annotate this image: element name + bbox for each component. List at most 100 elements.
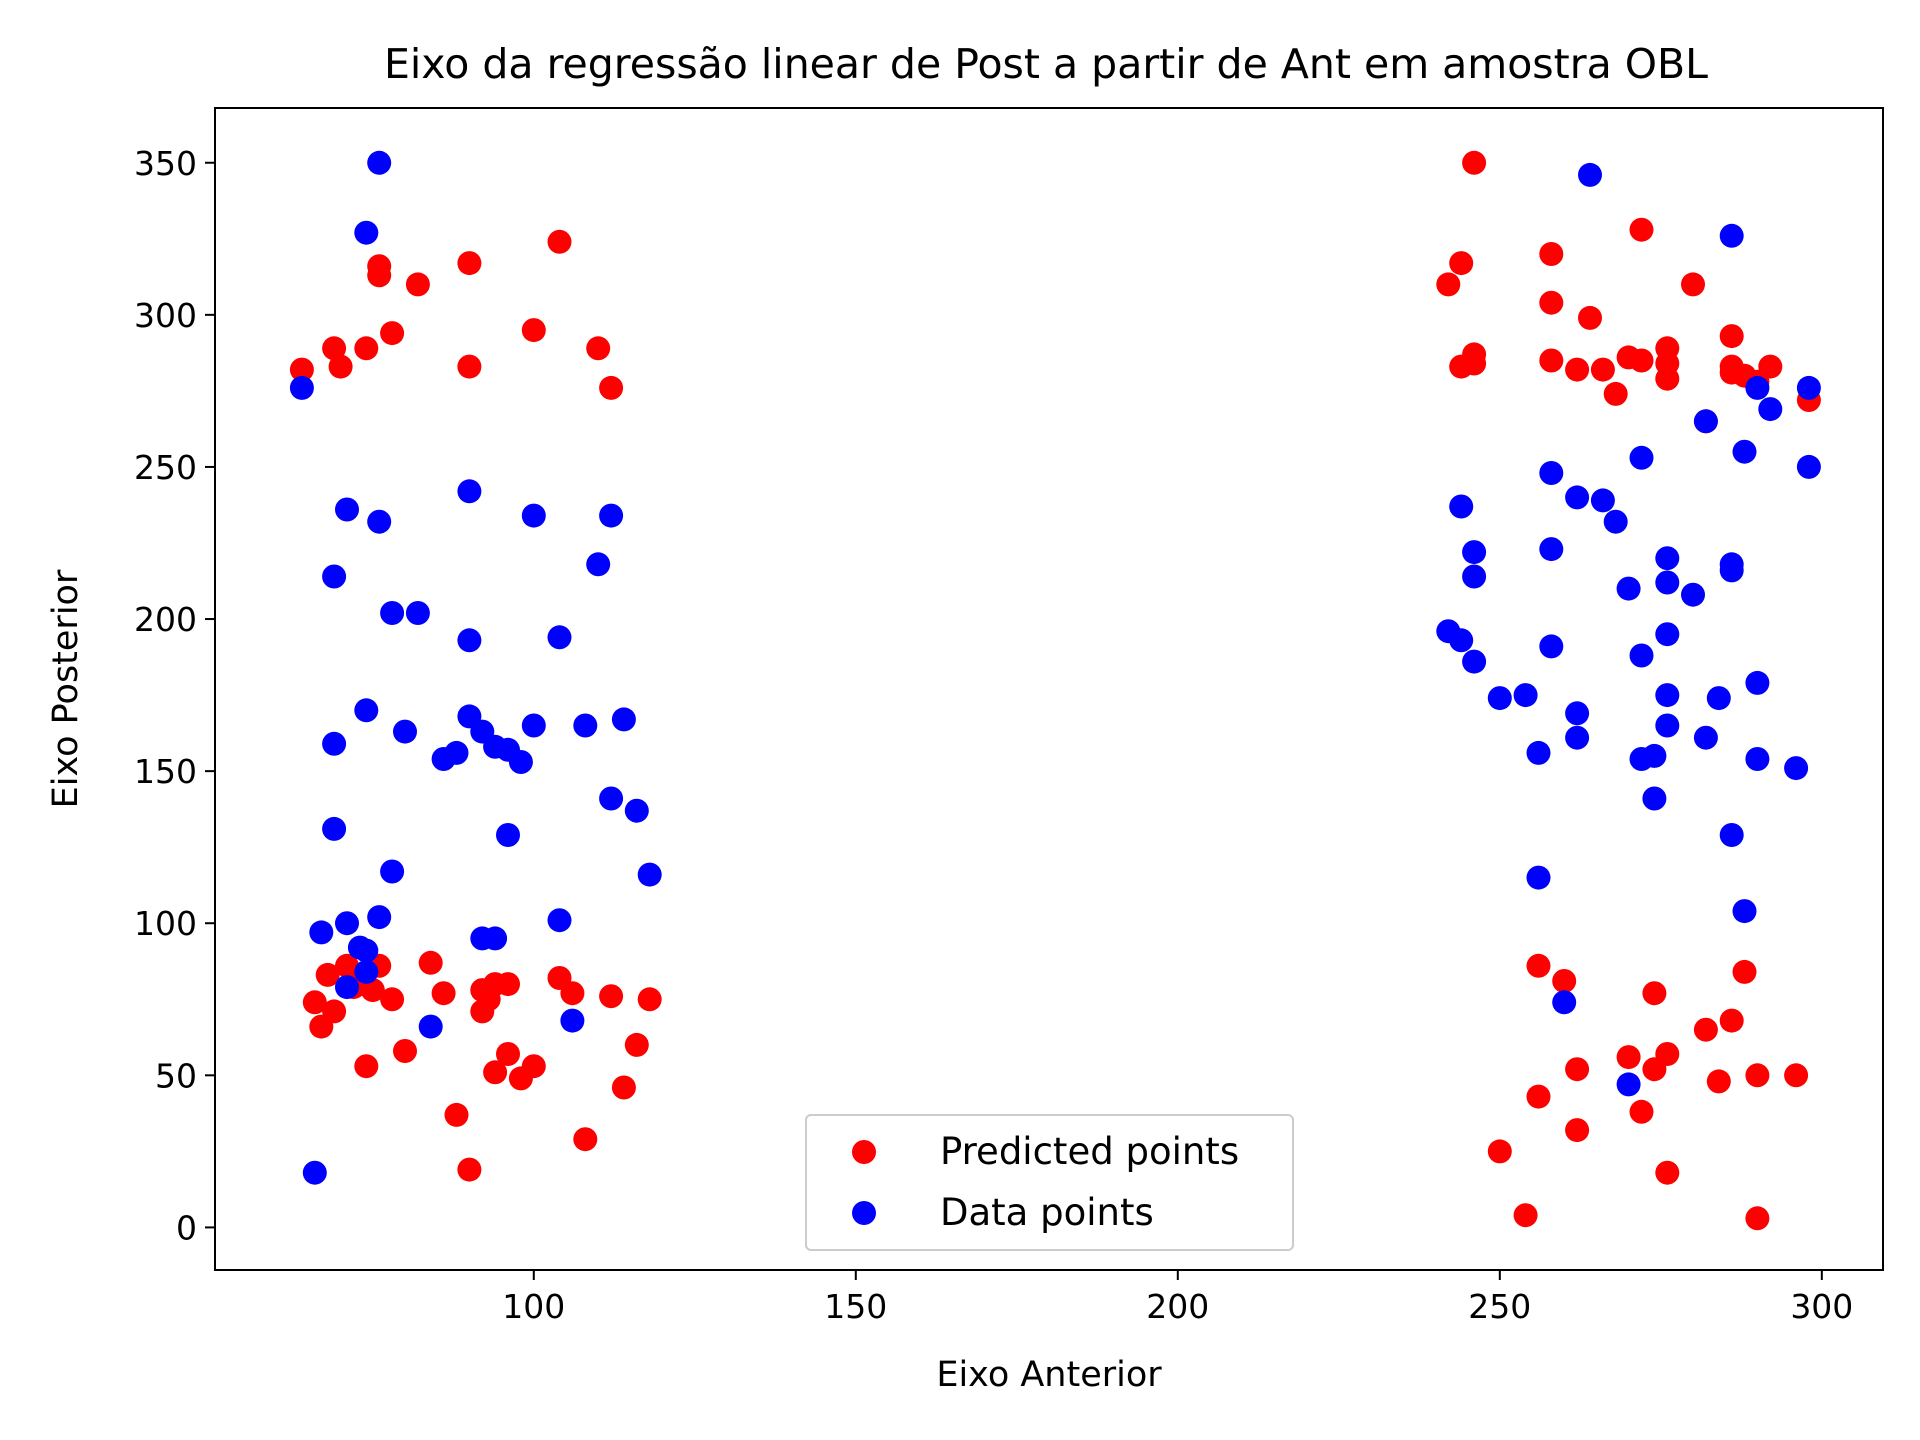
predicted-point (547, 229, 572, 254)
y-axis-label: Eixo Posterior (46, 569, 86, 808)
data-point (457, 628, 482, 653)
predicted-point (444, 1102, 469, 1127)
data-point (335, 975, 359, 1000)
data-point (1693, 409, 1718, 434)
data-point (393, 719, 417, 744)
predicted-point (1565, 1118, 1590, 1143)
data-point (1655, 713, 1680, 738)
predicted-point (360, 978, 385, 1003)
predicted-point (1603, 381, 1628, 406)
data-point (599, 503, 624, 528)
predicted-point (1719, 324, 1744, 349)
data-point (1629, 643, 1654, 668)
data-point (1565, 701, 1590, 726)
predicted-point (1578, 305, 1602, 330)
data-point (354, 698, 379, 723)
legend-frame (805, 1114, 1294, 1251)
predicted-point (1513, 1203, 1538, 1228)
data-point (335, 497, 359, 522)
predicted-point (599, 984, 624, 1009)
data-point (1616, 576, 1641, 601)
data-point (309, 920, 334, 945)
data-point (1578, 162, 1602, 187)
predicted-point (457, 251, 482, 276)
data-point (586, 552, 611, 577)
predicted-point (1706, 1069, 1731, 1094)
data-point (1539, 537, 1564, 562)
y-tick-label: 50 (155, 1056, 197, 1095)
data-point (637, 862, 662, 887)
x-tick-label: 250 (1468, 1287, 1531, 1326)
predicted-point (1629, 217, 1654, 242)
predicted-point (560, 981, 585, 1006)
predicted-point (367, 263, 392, 288)
predicted-point (1539, 348, 1564, 373)
data-point (1565, 725, 1590, 750)
predicted-point (1732, 959, 1757, 984)
plot-frame (214, 107, 1884, 1271)
data-series (289, 150, 1821, 1185)
data-point (457, 479, 482, 504)
x-tick-label: 300 (1790, 1287, 1853, 1326)
x-axis: 100 150 200 250 300 (502, 1270, 1853, 1326)
predicted-point (335, 953, 359, 978)
data-point (599, 786, 624, 811)
data-point (1784, 756, 1809, 781)
data-point (405, 601, 430, 625)
predicted-point (1629, 348, 1654, 373)
data-point (354, 220, 379, 245)
data-point (483, 926, 508, 951)
data-point (1745, 747, 1770, 771)
data-point (1719, 823, 1744, 847)
predicted-point (1642, 981, 1667, 1006)
points-layer (289, 150, 1821, 1231)
predicted-point (457, 354, 482, 379)
x-tick-label: 150 (824, 1287, 887, 1326)
predicted-point (586, 336, 611, 361)
data-point (1462, 540, 1487, 565)
predicted-point (483, 1060, 508, 1085)
data-point (1629, 445, 1654, 470)
x-tick-label: 100 (502, 1287, 565, 1326)
data-point (1526, 740, 1551, 765)
y-axis: 0 50 100 150 200 250 300 350 (134, 144, 215, 1247)
predicted-point (637, 987, 662, 1012)
predicted-point (1590, 357, 1615, 382)
data-point (367, 150, 392, 175)
predicted-point (1565, 1057, 1590, 1082)
y-tick-label: 100 (134, 904, 197, 943)
predicted-point (1655, 1042, 1680, 1066)
predicted-point (405, 272, 430, 297)
predicted-point (1745, 1063, 1770, 1088)
predicted-point (1565, 357, 1590, 382)
predicted-point (496, 972, 520, 997)
data-point (322, 816, 347, 841)
predicted-point (393, 1039, 417, 1063)
data-point (1642, 786, 1667, 811)
data-point (1745, 375, 1770, 400)
predicted-point (1436, 272, 1461, 297)
data-point (322, 731, 347, 756)
data-point (1526, 865, 1551, 890)
y-tick-label: 300 (134, 296, 197, 335)
data-point (1616, 1072, 1641, 1097)
predicted-point (1655, 366, 1680, 391)
data-point (354, 959, 379, 984)
predicted-point (322, 336, 347, 361)
data-point (1449, 494, 1474, 519)
data-point (302, 1160, 327, 1185)
predicted-point (521, 1054, 546, 1079)
y-tick-label: 0 (176, 1208, 197, 1247)
y-tick-label: 200 (134, 600, 197, 639)
data-point (1681, 582, 1705, 607)
predicted-series (289, 150, 1821, 1231)
data-point (521, 503, 546, 528)
data-point (1796, 454, 1821, 479)
predicted-point (380, 987, 405, 1012)
data-point (573, 713, 598, 738)
predicted-point (457, 1157, 482, 1182)
predicted-point (521, 318, 546, 343)
predicted-point (431, 981, 456, 1006)
data-point (1745, 670, 1770, 695)
